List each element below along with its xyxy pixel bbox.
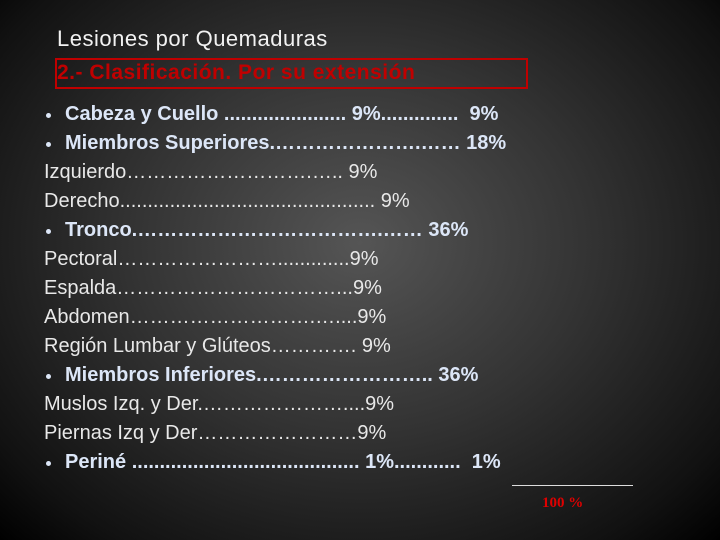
bullet xyxy=(46,374,51,379)
item-text: Izquierdo……………………….….. 9% xyxy=(44,161,378,183)
item-text: Piernas Izq y Der……………………9% xyxy=(44,422,387,444)
item-text: Miembros Inferiores.…………………….. 36% xyxy=(65,364,479,386)
item-text: Espalda……………………………...9% xyxy=(44,277,382,299)
list-item: Periné .................................… xyxy=(44,448,506,477)
list-item: Izquierdo……………………….….. 9% xyxy=(44,158,506,187)
slide-subtitle: 2.- Clasificación. Por su extensión xyxy=(57,61,416,84)
item-text: Pectoral…………………….............9% xyxy=(44,248,379,270)
subtitle-box xyxy=(55,58,528,89)
item-text: Periné .................................… xyxy=(65,451,501,473)
slide-title: Lesiones por Quemaduras xyxy=(57,26,328,51)
list-item: Piernas Izq y Der……………………9% xyxy=(44,419,506,448)
list-item: Tronco.……………………………….…… 36% xyxy=(44,216,506,245)
list-item: Miembros Superiores.………………….…… 18% xyxy=(44,129,506,158)
item-text: Cabeza y Cuello ...................... 9… xyxy=(65,103,499,125)
item-text: Abdomen……………………….…....9% xyxy=(44,306,387,328)
item-text: Tronco.……………………………….…… 36% xyxy=(65,219,469,241)
list-item: Derecho.................................… xyxy=(44,187,506,216)
bullet xyxy=(46,142,51,147)
bullet xyxy=(46,113,51,118)
list-item: Espalda……………………………...9% xyxy=(44,274,506,303)
bullet xyxy=(46,229,51,234)
item-text: Región Lumbar y Glúteos…………. 9% xyxy=(44,335,391,357)
total-rule xyxy=(512,485,633,486)
list-item: Región Lumbar y Glúteos…………. 9% xyxy=(44,332,506,361)
item-text: Miembros Superiores.………………….…… 18% xyxy=(65,132,507,154)
list-item: Pectoral…………………….............9% xyxy=(44,245,506,274)
item-text: Derecho.................................… xyxy=(44,190,410,212)
item-list: Cabeza y Cuello ...................... 9… xyxy=(44,100,506,477)
list-item: Muslos Izq. y Der.…………………....9% xyxy=(44,390,506,419)
total: 100 % xyxy=(542,495,584,511)
list-item: Miembros Inferiores.…………………….. 36% xyxy=(44,361,506,390)
item-text: Muslos Izq. y Der.…………………....9% xyxy=(44,393,395,415)
list-item: Abdomen……………………….…....9% xyxy=(44,303,506,332)
list-item: Cabeza y Cuello ...................... 9… xyxy=(44,100,506,129)
bullet xyxy=(46,461,51,466)
